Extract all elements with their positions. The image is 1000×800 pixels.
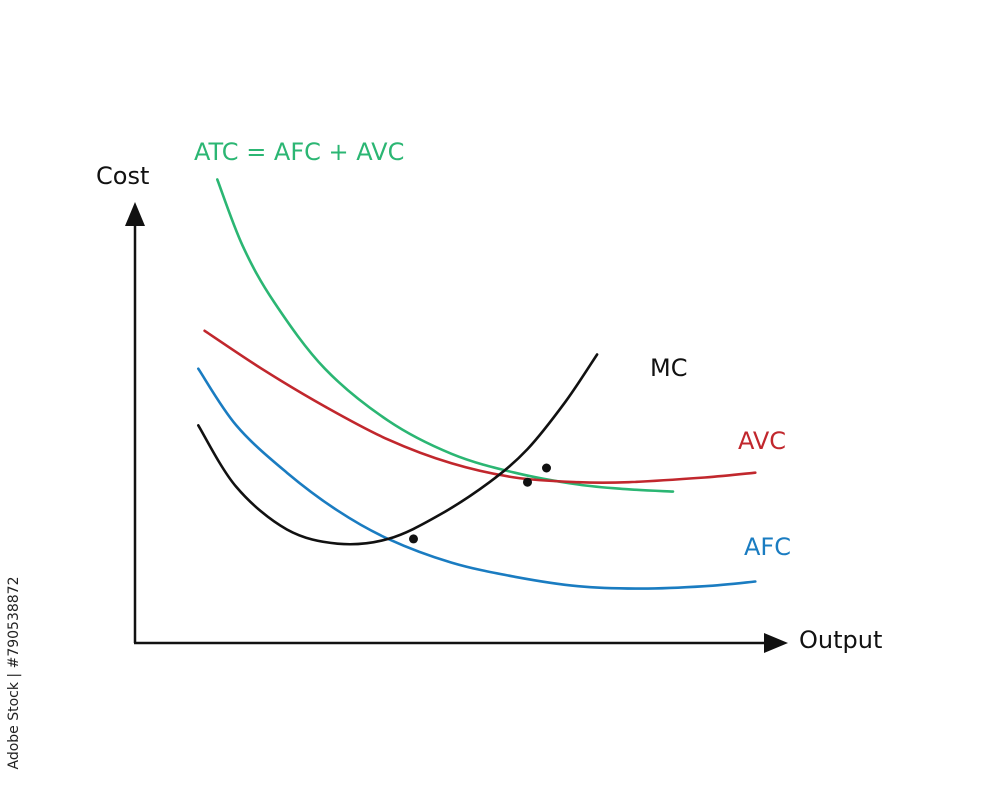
x-axis-label: Output — [799, 626, 882, 654]
intersection-point-mc-afc — [409, 534, 418, 544]
intersection-point-mc-atc — [542, 463, 551, 473]
mc-curve — [197, 353, 599, 546]
x-axis-arrow-icon — [764, 633, 788, 653]
intersection-point-mc-avc — [523, 477, 532, 487]
intersection-points — [409, 463, 551, 544]
afc-label: AFC — [744, 533, 791, 561]
avc-label: AVC — [738, 427, 786, 455]
afc-curve — [197, 367, 757, 590]
avc-curve — [203, 329, 757, 485]
mc-label: MC — [650, 354, 687, 382]
y-axis-label: Cost — [96, 162, 149, 190]
y-axis-arrow-icon — [125, 202, 145, 226]
atc-label: ATC = AFC + AVC — [194, 138, 404, 166]
watermark-text: Adobe Stock | #790538872 — [6, 576, 22, 769]
atc-curve — [216, 178, 675, 493]
watermark: Adobe Stock | #790538872 — [2, 560, 26, 785]
